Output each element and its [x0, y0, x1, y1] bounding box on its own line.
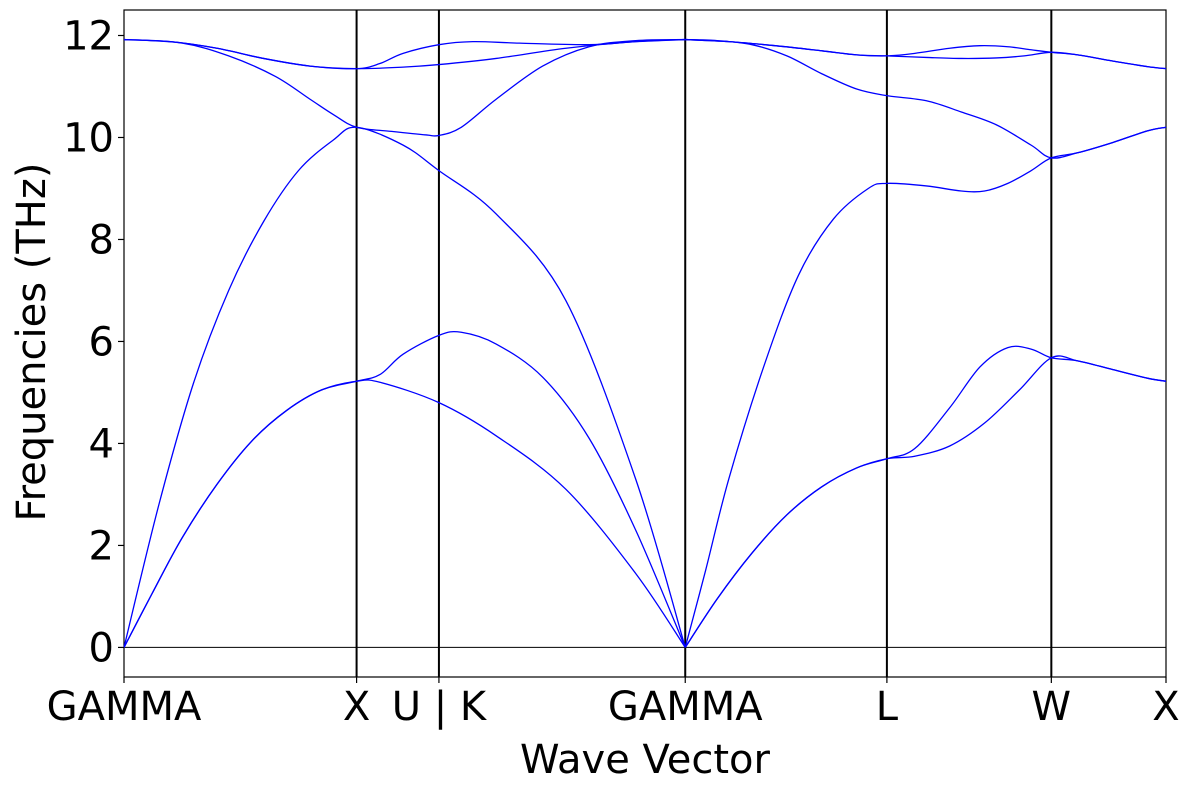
band-line	[123, 38, 686, 70]
band-line	[685, 38, 1167, 159]
band-line	[685, 38, 1167, 70]
x-tick-label: W	[1032, 684, 1072, 730]
high-symmetry-lines	[355, 10, 1053, 677]
y-axis-ticks: 0 2 4 6 8 10 12	[63, 13, 124, 671]
x-tick-label: X	[1152, 684, 1179, 730]
plot-frame	[123, 9, 1167, 678]
y-tick-label: 8	[89, 217, 114, 263]
y-tick-label: 6	[89, 319, 114, 365]
band-line	[684, 345, 1167, 648]
y-tick-label: 10	[63, 115, 114, 161]
y-tick-label: 4	[89, 421, 114, 467]
y-tick-label: 2	[89, 523, 114, 569]
phonon-bands	[123, 38, 1167, 648]
x-tick-label: GAMMA	[608, 684, 763, 730]
x-tick-label: L	[876, 684, 899, 730]
band-line	[123, 330, 686, 648]
x-tick-label: GAMMA	[47, 684, 202, 730]
band-line	[684, 355, 1167, 648]
y-tick-label: 0	[89, 625, 114, 671]
x-axis-ticks: GAMMA X U | K GAMMA L W X	[47, 677, 1180, 730]
y-tick-label: 12	[63, 13, 114, 59]
x-axis-label: Wave Vector	[520, 737, 771, 783]
band-line	[123, 38, 686, 137]
band-line	[684, 126, 1167, 648]
band-line	[123, 379, 686, 648]
y-axis-label: Frequencies (THz)	[9, 163, 55, 522]
band-line	[123, 126, 686, 648]
plot-area	[123, 9, 1167, 678]
x-tick-label: X	[343, 684, 370, 730]
x-tick-label: U | K	[392, 684, 488, 730]
